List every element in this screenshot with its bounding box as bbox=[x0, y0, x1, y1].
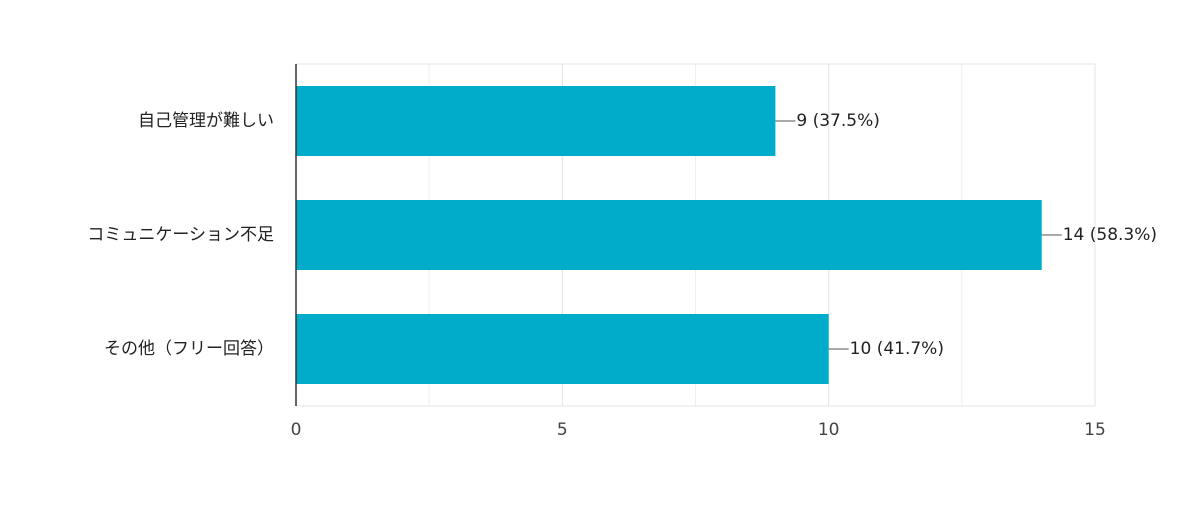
y-tick-label: 自己管理が難しい bbox=[138, 111, 274, 131]
x-tick-label: 0 bbox=[291, 420, 302, 440]
y-tick-label: コミュニケーション不足 bbox=[87, 225, 274, 245]
x-tick-label: 10 bbox=[818, 420, 840, 440]
x-tick-label: 5 bbox=[557, 420, 568, 440]
y-tick-label: その他（フリー回答） bbox=[104, 339, 274, 359]
value-label: 10 (41.7%) bbox=[850, 339, 944, 359]
bar bbox=[296, 314, 829, 384]
x-tick-label: 15 bbox=[1084, 420, 1106, 440]
bar bbox=[296, 86, 776, 156]
value-label: 14 (58.3%) bbox=[1063, 225, 1157, 245]
bar bbox=[296, 200, 1042, 270]
value-label: 9 (37.5%) bbox=[796, 111, 880, 131]
